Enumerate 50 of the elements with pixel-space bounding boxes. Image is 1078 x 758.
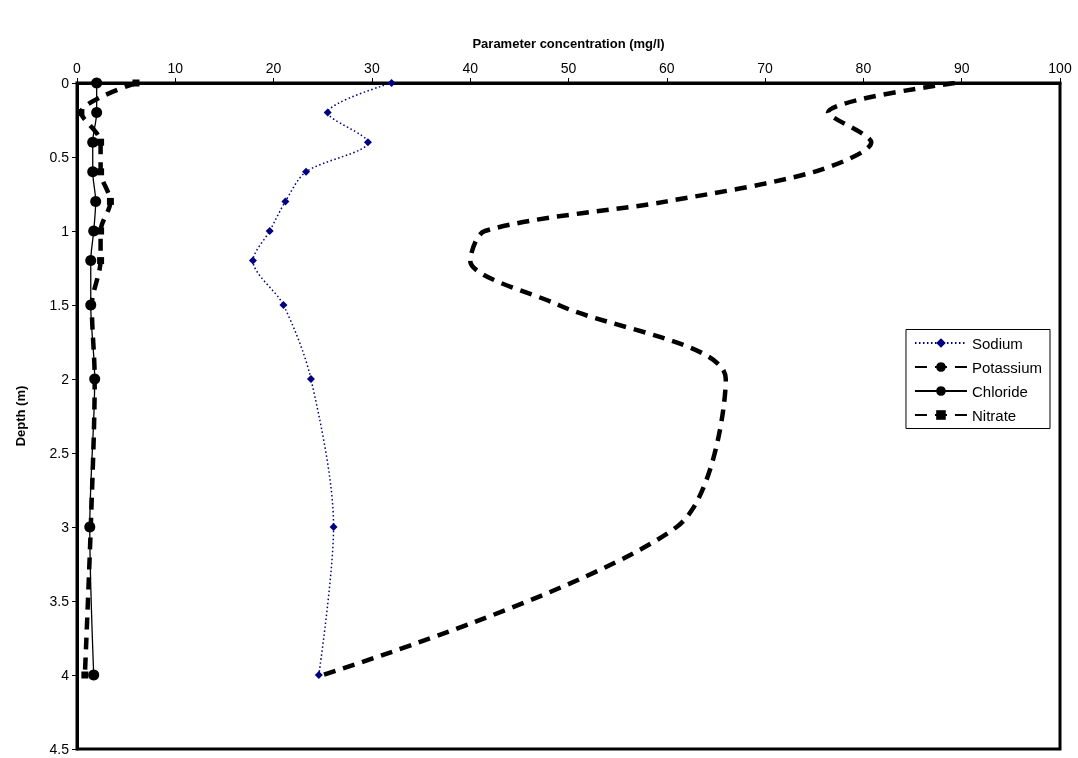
x-tick-label: 100 — [1048, 60, 1072, 76]
x-tick-label: 10 — [167, 60, 184, 76]
y-tick-label: 3.5 — [49, 593, 70, 609]
point — [88, 225, 100, 237]
point — [91, 107, 103, 119]
point — [87, 136, 99, 148]
point — [306, 375, 315, 383]
point — [88, 669, 100, 681]
point — [387, 79, 396, 87]
point — [314, 671, 323, 679]
point — [248, 256, 257, 265]
y-tick-label: 3 — [61, 519, 70, 535]
point — [97, 257, 105, 265]
x-tick-label: 40 — [462, 60, 479, 76]
x-tick-label: 0 — [73, 60, 82, 76]
point — [106, 197, 114, 205]
point — [91, 77, 103, 89]
x-tick-label: 60 — [659, 60, 675, 76]
point — [302, 167, 311, 176]
point — [265, 227, 274, 235]
y-tick-label: 2.5 — [49, 445, 70, 461]
legend-label: Sodium — [971, 334, 1023, 352]
x-tick-label: 70 — [757, 60, 774, 76]
point — [90, 195, 102, 207]
y-tick-label: 4.5 — [49, 741, 70, 757]
point — [323, 108, 332, 117]
x-tick-label: 30 — [364, 60, 380, 76]
legend-label: Nitrate — [971, 406, 1017, 424]
x-tick-label: 90 — [953, 60, 970, 76]
y-tick-label: 1 — [61, 223, 70, 239]
point — [81, 671, 89, 679]
y-tick-label: 0 — [61, 75, 70, 91]
x-axis-title: Parameter concentration (mg/l) — [472, 36, 665, 51]
x-tick-label: 80 — [855, 60, 872, 76]
y-axis-title: Depth (m) — [13, 385, 28, 447]
y-tick-label: 0.5 — [49, 149, 70, 165]
y-tick-label: 4 — [61, 667, 70, 683]
point — [363, 138, 372, 147]
y-tick-label: 1.5 — [49, 297, 70, 313]
legend-label: Potassium — [971, 358, 1042, 376]
legend-label: Chloride — [971, 382, 1028, 400]
point — [85, 255, 97, 267]
point — [279, 301, 288, 309]
y-tick-label: 2 — [61, 371, 70, 387]
point — [329, 523, 338, 531]
point — [281, 197, 290, 206]
point — [132, 79, 140, 87]
point — [87, 166, 99, 178]
x-tick-label: 50 — [560, 60, 577, 76]
x-tick-label: 20 — [265, 60, 282, 76]
